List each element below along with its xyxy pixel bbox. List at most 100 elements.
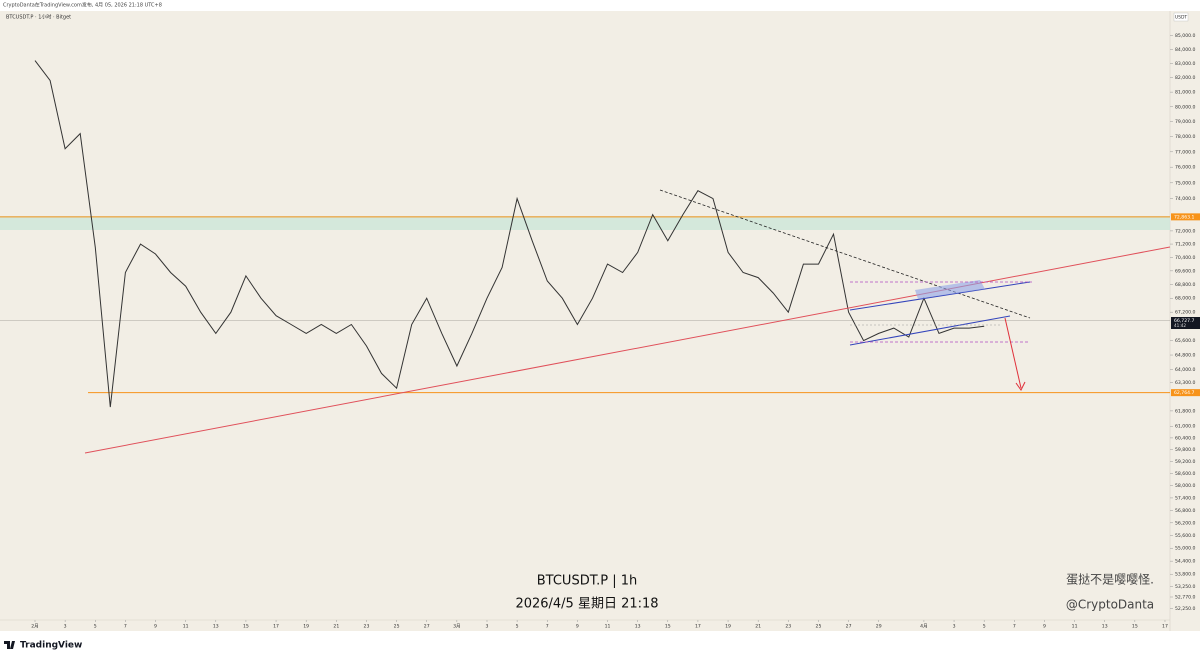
x-tick-label: 9 (154, 624, 157, 630)
y-tick-label: 68,000.0 (1175, 296, 1196, 302)
y-tick-label: 59,200.0 (1175, 459, 1196, 465)
y-tick-label: 67,200.0 (1175, 310, 1196, 316)
y-tick-label: 75,000.0 (1175, 180, 1196, 186)
y-tick-label: 59,800.0 (1175, 447, 1196, 453)
y-tick-label: 68,800.0 (1175, 282, 1196, 288)
y-tick-label: 85,000.0 (1175, 33, 1196, 39)
x-tick-label: 23 (785, 624, 791, 630)
y-tick-label: 82,000.0 (1175, 75, 1196, 81)
y-tick-label: 71,200.0 (1175, 242, 1196, 248)
x-tick-label: 7 (546, 624, 549, 630)
y-tick-label: 55,600.0 (1175, 533, 1196, 539)
price-level-tag (1171, 389, 1200, 397)
x-tick-label: 3 (486, 624, 489, 630)
y-tick-label: 52,770.0 (1175, 595, 1196, 601)
x-tick-label: 3 (64, 624, 67, 630)
y-tick-label: 53,250.0 (1175, 584, 1196, 590)
x-tick-label: 17 (1162, 624, 1168, 630)
y-tick-label: 69,600.0 (1175, 268, 1196, 274)
x-tick-label: 19 (725, 624, 731, 630)
x-tick-label: 13 (635, 624, 641, 630)
y-tick-label: 52,250.0 (1175, 606, 1196, 612)
y-tick-label: 60,400.0 (1175, 435, 1196, 441)
x-tick-label: 3月 (453, 624, 461, 630)
plot-area (0, 11, 1170, 631)
x-tick-label: 15 (243, 624, 249, 630)
x-tick-label: 17 (273, 624, 279, 630)
y-tick-label: 55,000.0 (1175, 546, 1196, 552)
price-level-tag (1171, 213, 1200, 221)
x-tick-label: 11 (605, 624, 611, 630)
y-tick-label: 56,200.0 (1175, 520, 1196, 526)
x-tick-label: 2月 (31, 624, 39, 630)
x-tick-label: 17 (695, 624, 701, 630)
author-handle: @CryptoDanta (1066, 598, 1154, 612)
supply-zone (0, 216, 1170, 230)
y-tick-label: 76,000.0 (1175, 165, 1196, 171)
last-price-label: 66,727.7 (1174, 318, 1195, 324)
footer-brand: TradingView (20, 641, 82, 651)
y-tick-label: 65,600.0 (1175, 338, 1196, 344)
x-tick-label: 27 (424, 624, 430, 630)
x-tick-label: 25 (394, 624, 400, 630)
price-level-label: 62,764.7 (1174, 390, 1195, 396)
y-tick-label: 64,000.0 (1175, 367, 1196, 373)
x-tick-label: 11 (183, 624, 189, 630)
y-tick-label: 64,800.0 (1175, 353, 1196, 359)
x-tick-label: 9 (576, 624, 579, 630)
x-tick-label: 27 (846, 624, 852, 630)
x-tick-label: 21 (755, 624, 761, 630)
y-tick-label: 80,000.0 (1175, 104, 1196, 110)
y-tick-label: 63,300.0 (1175, 380, 1196, 386)
y-tick-label: 72,000.0 (1175, 228, 1196, 234)
x-tick-label: 29 (876, 624, 882, 630)
x-tick-label: 21 (333, 624, 339, 630)
channel-line (849, 281, 1031, 311)
x-tick-label: 23 (364, 624, 370, 630)
watermark-datetime: 2026/4/5 星期日 21:18 (515, 597, 658, 612)
x-tick-label: 4月 (920, 624, 928, 630)
y-tick-label: 77,000.0 (1175, 149, 1196, 155)
x-tick-label: 7 (1013, 624, 1016, 630)
x-tick-label: 15 (1132, 624, 1138, 630)
channel-line (849, 315, 1011, 346)
currency: USDT (1175, 15, 1188, 21)
x-tick-label: 15 (665, 624, 671, 630)
x-tick-label: 5 (94, 624, 97, 630)
header: CryptoDanta在TradingView.com发布, 4月 05, 20… (3, 2, 162, 9)
y-tick-label: 58,000.0 (1175, 483, 1196, 489)
watermark-symbol: BTCUSDT.P | 1h (537, 574, 637, 589)
trend-line (659, 189, 1031, 319)
x-tick-label: 7 (124, 624, 127, 630)
y-tick-label: 70,400.0 (1175, 255, 1196, 261)
x-tick-label: 5 (983, 624, 986, 630)
symbol-legend: BTCUSDT.P · 1小时 · Bitget (6, 14, 71, 21)
y-tick-label: 78,000.0 (1175, 134, 1196, 140)
y-tick-label: 81,000.0 (1175, 90, 1196, 96)
channel-fill (915, 280, 985, 299)
y-tick-label: 61,800.0 (1175, 408, 1196, 414)
y-tick-label: 84,000.0 (1175, 47, 1196, 53)
x-tick-label: 19 (303, 624, 309, 630)
y-tick-label: 58,600.0 (1175, 471, 1196, 477)
arrow-head (1015, 381, 1026, 391)
y-tick-label: 79,000.0 (1175, 119, 1196, 125)
footer-bar (0, 631, 1200, 654)
x-tick-label: 13 (213, 624, 219, 630)
trend-line (84, 246, 1171, 454)
last-price-tag (1171, 317, 1200, 330)
y-tick-label: 57,400.0 (1175, 495, 1196, 501)
y-tick-label: 54,400.0 (1175, 559, 1196, 565)
y-tick-label: 74,000.0 (1175, 196, 1196, 202)
price-line (34, 60, 985, 408)
x-tick-label: 13 (1102, 624, 1108, 630)
x-tick-label: 25 (816, 624, 822, 630)
y-tick-label: 53,800.0 (1175, 572, 1196, 578)
x-tick-label: 11 (1072, 624, 1078, 630)
author-name: 蛋挞不是嘤嘤怪. (1066, 573, 1154, 587)
y-tick-label: 61,000.0 (1175, 424, 1196, 430)
price-level-label: 72,863.1 (1174, 214, 1195, 220)
x-tick-label: 3 (953, 624, 956, 630)
arrow (1004, 317, 1022, 389)
